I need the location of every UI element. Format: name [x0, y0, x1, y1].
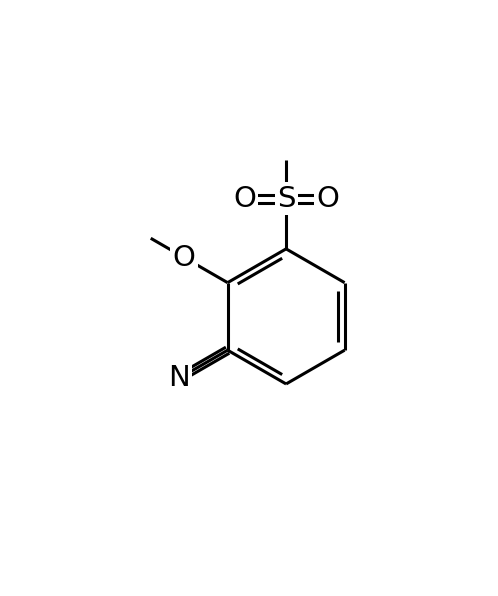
Text: S: S [277, 185, 295, 213]
Text: N: N [168, 364, 190, 392]
Text: O: O [173, 244, 196, 272]
Text: O: O [316, 185, 339, 213]
Text: O: O [233, 185, 256, 213]
